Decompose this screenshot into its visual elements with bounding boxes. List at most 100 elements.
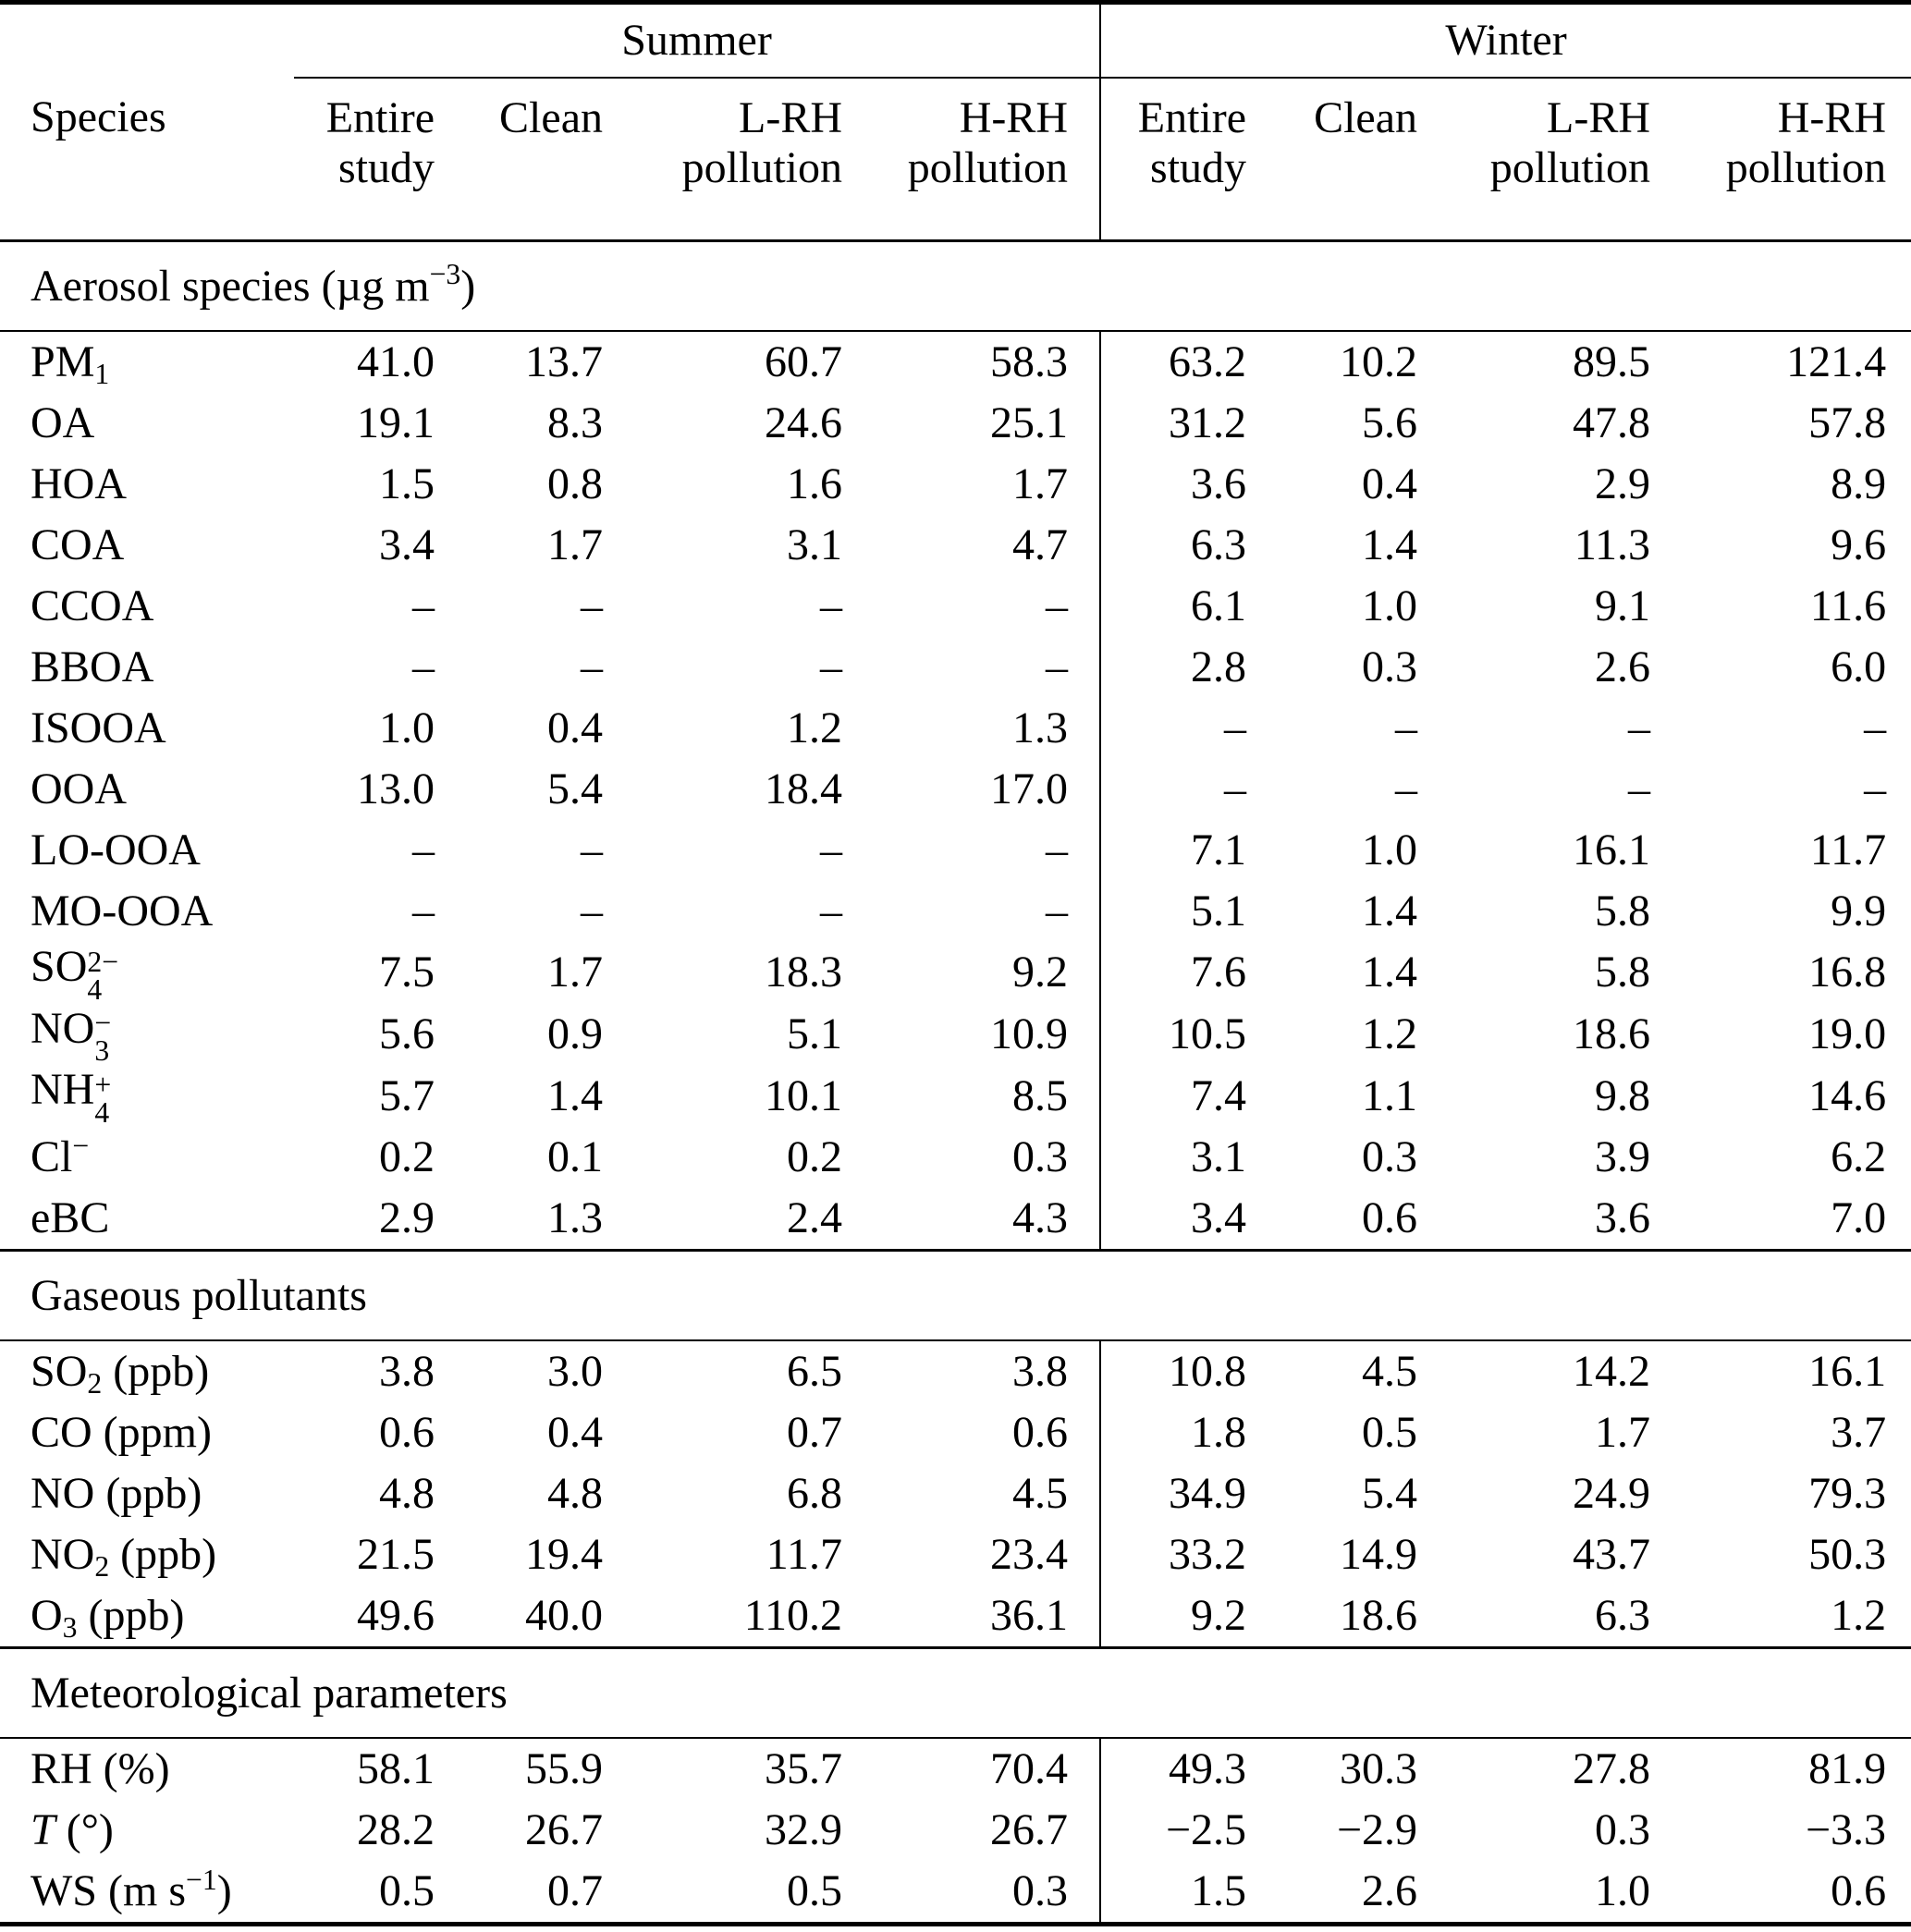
table-row: BBOA – – – – 2.8 0.3 2.6 6.0: [0, 637, 1911, 698]
species-cell: NH +4: [31, 1065, 112, 1130]
table-row: MO-OOA – – – – 5.1 1.4 5.8 9.9: [0, 881, 1911, 942]
table-row: T (°) 28.2 26.7 32.9 26.7 −2.5 −2.9 0.3 …: [0, 1800, 1911, 1862]
value-cell: 1.7: [1012, 459, 1069, 509]
value-cell: 1.3: [1012, 703, 1069, 753]
value-cell: 25.1: [990, 398, 1069, 448]
value-cell: 58.1: [357, 1744, 435, 1794]
value-cell: 40.0: [525, 1591, 603, 1641]
value-cell: 23.4: [990, 1530, 1069, 1580]
species-cell: WS (m s−1): [31, 1863, 232, 1916]
column-header-row: Species Entire study Clean L-RH pollutio…: [0, 78, 1911, 242]
value-cell: 7.5: [379, 948, 435, 997]
value-cell: 19.1: [357, 398, 435, 448]
value-cell: –: [820, 887, 842, 936]
species-cell: LO-OOA: [31, 825, 201, 875]
table-row: LO-OOA – – – – 7.1 1.0 16.1 11.7: [0, 820, 1911, 881]
value-cell: 26.7: [990, 1805, 1069, 1855]
species-cell: O3 (ppb): [31, 1591, 185, 1645]
value-cell: 6.0: [1831, 642, 1887, 692]
value-cell: 1.7: [547, 520, 603, 570]
value-cell: 2.6: [1595, 642, 1651, 692]
value-cell: 5.8: [1595, 887, 1651, 936]
table-row: OOA 13.0 5.4 18.4 17.0 – – – –: [0, 759, 1911, 820]
value-cell: 0.3: [1362, 642, 1418, 692]
value-cell: 10.5: [1099, 1003, 1247, 1066]
value-cell: 43.7: [1573, 1530, 1651, 1580]
column-header-winter-clean: Clean: [1246, 78, 1418, 242]
table-row: ISOOA 1.0 0.4 1.2 1.3 – – – –: [0, 698, 1911, 759]
value-cell: 3.9: [1595, 1132, 1651, 1182]
value-cell: 9.1: [1595, 581, 1651, 631]
value-cell: –: [1046, 581, 1069, 631]
value-cell: 18.4: [765, 764, 842, 814]
value-cell: –: [820, 825, 842, 875]
column-header-summer-lrh-pollution: L-RH pollution: [603, 78, 842, 242]
value-cell: 16.1: [1808, 1347, 1887, 1397]
value-cell: 11.6: [1809, 581, 1887, 631]
column-header-winter-hrh-pollution: H-RH pollution: [1650, 78, 1911, 242]
value-cell: 10.1: [765, 1070, 842, 1120]
value-cell: 9.9: [1831, 887, 1887, 936]
species-cell: OA: [31, 398, 95, 448]
value-cell: 3.7: [1831, 1408, 1887, 1458]
value-cell: 34.9: [1099, 1463, 1247, 1525]
value-cell: 0.9: [547, 1009, 603, 1059]
value-cell: 26.7: [525, 1805, 603, 1855]
value-cell: –: [820, 581, 842, 631]
species-cell: COA: [31, 520, 125, 570]
value-cell: 0.6: [1012, 1408, 1069, 1458]
species-cell: BBOA: [31, 642, 154, 692]
value-cell: 36.1: [990, 1591, 1069, 1641]
value-cell: −3.3: [1805, 1805, 1887, 1855]
value-cell: 19.0: [1808, 1009, 1887, 1059]
value-cell: 0.4: [547, 1408, 603, 1458]
species-column-header: Species: [0, 78, 294, 242]
value-cell: 5.7: [379, 1070, 435, 1120]
value-cell: 0.6: [379, 1408, 435, 1458]
value-cell: 8.5: [1012, 1070, 1069, 1120]
column-header-line: L-RH: [1547, 93, 1651, 142]
value-cell: 2.8: [1099, 637, 1247, 698]
value-cell: 3.8: [1012, 1347, 1069, 1397]
table-row: HOA 1.5 0.8 1.6 1.7 3.6 0.4 2.9 8.9: [0, 454, 1911, 515]
value-cell: 0.4: [547, 703, 603, 753]
value-cell: 0.7: [787, 1408, 842, 1458]
value-cell: 18.6: [1340, 1591, 1418, 1641]
value-cell: 3.1: [787, 520, 842, 570]
section-header-row: Gaseous pollutants: [0, 1249, 1911, 1342]
value-cell: 19.4: [525, 1530, 603, 1580]
species-cell: HOA: [31, 459, 127, 509]
value-cell: 0.3: [1362, 1132, 1418, 1182]
table-row: Cl− 0.2 0.1 0.2 0.3 3.1 0.3 3.9 6.2: [0, 1127, 1911, 1189]
column-header-line: H-RH: [959, 93, 1069, 142]
table-row: OA 19.1 8.3 24.6 25.1 31.2 5.6 47.8 57.8: [0, 393, 1911, 454]
value-cell: –: [1864, 703, 1887, 753]
value-cell: –: [1046, 887, 1069, 936]
value-cell: 27.8: [1573, 1744, 1651, 1794]
species-cell: Cl−: [31, 1129, 90, 1182]
value-cell: 3.4: [379, 520, 435, 570]
column-header-line: pollution: [907, 142, 1069, 192]
value-cell: –: [1395, 764, 1418, 814]
value-cell: 21.5: [357, 1530, 435, 1580]
value-cell: 3.0: [547, 1347, 603, 1397]
value-cell: –: [1046, 642, 1069, 692]
value-cell: 24.6: [765, 398, 842, 448]
value-cell: –: [1046, 825, 1069, 875]
value-cell: 60.7: [765, 337, 842, 387]
value-cell: 6.1: [1099, 576, 1247, 637]
value-cell: 30.3: [1340, 1744, 1418, 1794]
table-row: eBC 2.9 1.3 2.4 4.3 3.4 0.6 3.6 7.0: [0, 1188, 1911, 1251]
table-row: NO −3 5.6 0.9 5.1 10.9 10.5 1.2 18.6 19.0: [0, 1003, 1911, 1066]
column-header-summer-entire-study: Entire study: [294, 78, 435, 242]
value-cell: 2.4: [787, 1193, 842, 1243]
value-cell: 0.1: [547, 1132, 603, 1182]
value-cell: 28.2: [357, 1805, 435, 1855]
species-cell: ISOOA: [31, 703, 166, 753]
value-cell: 0.3: [1012, 1132, 1069, 1182]
value-cell: –: [581, 887, 603, 936]
species-cell: SO 2− 4: [31, 942, 119, 1006]
value-cell: 0.4: [1362, 459, 1418, 509]
value-cell: 14.9: [1340, 1530, 1418, 1580]
table-row: SO 2− 4 7.5 1.7 18.3 9.2 7.6 1.4 5.8 16.8: [0, 942, 1911, 1004]
